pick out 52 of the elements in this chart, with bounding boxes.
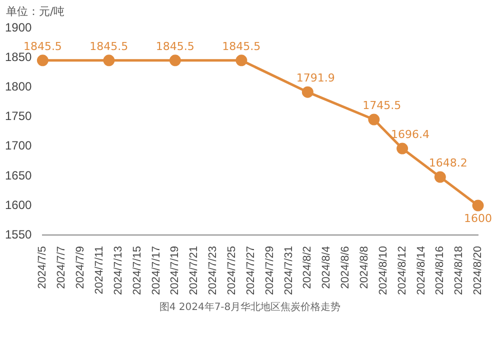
x-tick-label: 2024/8/2 [302, 246, 314, 289]
x-tick-label: 2024/8/10 [377, 246, 390, 295]
x-tick-label: 2024/8/14 [415, 246, 428, 295]
data-label: 1845.5 [23, 40, 62, 53]
y-tick-label: 1550 [4, 227, 32, 242]
caption: 图4 2024年7-8月华北地区焦炭价格走势 [158, 300, 342, 314]
x-tick-label: 2024/7/19 [169, 246, 182, 295]
data-label: 1648.2 [428, 156, 468, 170]
x-tick-label: 2024/8/12 [396, 246, 408, 295]
point [103, 54, 115, 66]
data-label: 1791.9 [296, 71, 335, 84]
point [434, 171, 446, 183]
x-tick-label: 2024/8/6 [340, 246, 352, 289]
x-tick-label: 2024/7/13 [112, 246, 124, 295]
y-tick-label: 1850 [4, 50, 32, 64]
data-label: 1845.5 [222, 40, 261, 53]
data-label: 1845.5 [156, 40, 194, 53]
point [36, 54, 48, 66]
x-tick-label: 2024/7/31 [282, 246, 295, 295]
x-tick-label: 2024/8/16 [434, 246, 446, 295]
x-tick-label: 2024/7/29 [264, 246, 276, 295]
x-tick-label: 2024/7/25 [226, 246, 238, 295]
x-tick-label: 2024/7/15 [131, 246, 144, 295]
x-tick-label: 2024/7/23 [207, 246, 220, 295]
y-tick-label: 1700 [4, 138, 32, 153]
data-label: 1845.5 [90, 40, 128, 53]
y-tick-label: 1750 [4, 109, 32, 124]
x-tick-label: 2024/7/9 [74, 246, 87, 289]
x-tick-label: 2024/8/18 [453, 246, 466, 295]
y-tick-label: 1650 [4, 168, 32, 182]
y-tick-label: 1800 [4, 80, 32, 94]
x-tick-label: 2024/7/11 [94, 246, 106, 294]
x-tick-label: 2024/8/8 [358, 246, 370, 289]
point [169, 54, 181, 66]
point [302, 86, 314, 98]
x-tick-label: 2024/7/17 [150, 246, 162, 295]
y-axis-title: 单位：元/吨 [6, 4, 65, 19]
point [236, 54, 248, 66]
y-tick-label: 1600 [4, 198, 32, 212]
x-tick-label: 2024/8/20 [472, 246, 484, 295]
data-label: 1600 [464, 212, 492, 225]
x-tick-label: 2024/7/21 [188, 246, 200, 295]
point [368, 114, 380, 126]
data-label: 1696.4 [391, 128, 430, 141]
data-label: 1745.5 [362, 98, 402, 112]
x-tick-label: 2024/7/7 [56, 246, 68, 289]
x-tick-label: 2024/7/27 [244, 246, 257, 295]
x-tick-label: 2024/8/4 [320, 246, 333, 289]
x-tick-label: 2024/7/5 [36, 246, 49, 289]
point [472, 200, 484, 212]
y-tick-label: 1900 [4, 20, 32, 35]
point [396, 142, 408, 154]
